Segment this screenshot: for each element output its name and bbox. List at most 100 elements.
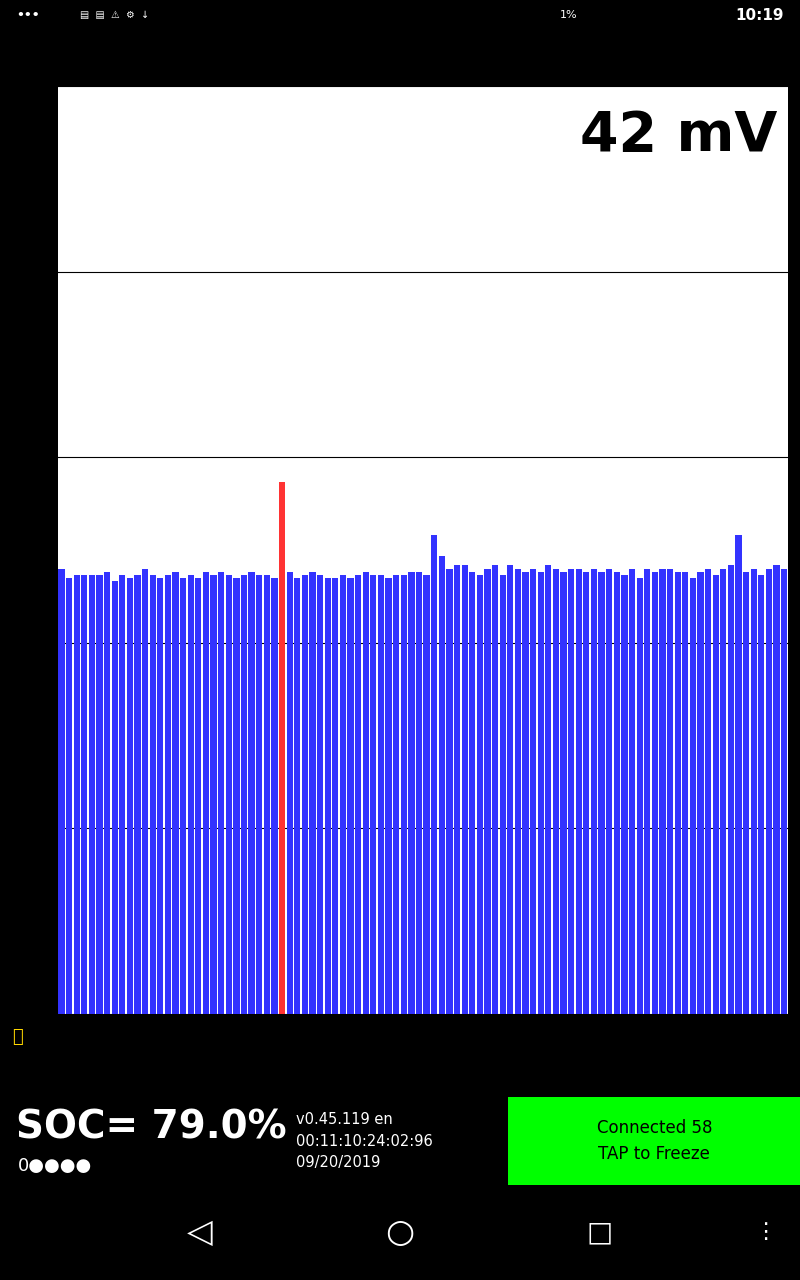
Bar — [241, 575, 247, 1280]
Bar — [203, 572, 209, 1280]
Bar — [96, 575, 102, 1280]
Bar — [499, 575, 506, 1280]
Bar — [750, 568, 757, 1280]
Bar — [667, 568, 673, 1280]
Bar — [279, 483, 285, 1280]
Text: min/avg/max = 4.010 4.017 4.052  (42 mV)
Temp F = 60.8  59.7  59.5  (1.3°): min/avg/max = 4.010 4.017 4.052 (42 mV) … — [248, 1029, 600, 1065]
Y-axis label: 300 mV Scale: 300 mV Scale — [0, 498, 10, 603]
Bar — [659, 568, 666, 1280]
Bar — [622, 575, 627, 1280]
Bar — [195, 577, 202, 1280]
Bar — [690, 577, 696, 1280]
Bar — [393, 575, 399, 1280]
Bar — [530, 568, 536, 1280]
Bar — [637, 577, 642, 1280]
Bar — [264, 575, 270, 1280]
Bar — [705, 568, 711, 1280]
Bar — [454, 566, 460, 1280]
Bar — [743, 572, 750, 1280]
Bar — [111, 581, 118, 1280]
Bar — [408, 572, 414, 1280]
Bar — [682, 572, 689, 1280]
Bar — [286, 572, 293, 1280]
Bar — [294, 577, 300, 1280]
Bar — [568, 568, 574, 1280]
Text: ⋮: ⋮ — [754, 1222, 776, 1243]
Bar — [157, 577, 163, 1280]
Text: 1%: 1% — [560, 10, 578, 20]
Bar — [431, 535, 438, 1280]
Text: 10:19: 10:19 — [735, 8, 784, 23]
Bar — [401, 575, 407, 1280]
Bar — [150, 575, 156, 1280]
Text: 230SM114AT002511 odo=17,848 mi  1 QCs & 875 L1/L2s: 230SM114AT002511 odo=17,848 mi 1 QCs & 8… — [150, 64, 618, 79]
Bar — [180, 577, 186, 1280]
Bar — [522, 572, 529, 1280]
Bar — [325, 577, 331, 1280]
Bar — [591, 568, 597, 1280]
Bar — [347, 577, 354, 1280]
Text: •••: ••• — [16, 9, 40, 22]
Bar — [416, 572, 422, 1280]
Text: ≡: ≡ — [763, 46, 784, 70]
Bar — [728, 566, 734, 1280]
Bar — [210, 575, 217, 1280]
Bar — [340, 575, 346, 1280]
Text: Bat Sts:  AHr= 56.68  SOH= 91.27%  Hx= 84.26%  385.71V 1.34A: Bat Sts: AHr= 56.68 SOH= 91.27% Hx= 84.2… — [117, 38, 651, 54]
Bar — [423, 575, 430, 1280]
Bar — [234, 577, 239, 1280]
Bar — [766, 568, 772, 1280]
Bar — [188, 575, 194, 1280]
Bar — [484, 568, 490, 1280]
Bar — [469, 572, 475, 1280]
Bar — [249, 572, 254, 1280]
Bar — [142, 568, 148, 1280]
Bar — [226, 575, 232, 1280]
Text: 0●●●●: 0●●●● — [18, 1157, 92, 1175]
Text: v0.45.119 en
00:11:10:24:02:96
09/20/2019: v0.45.119 en 00:11:10:24:02:96 09/20/201… — [296, 1112, 433, 1170]
Text: ▤  ▤  ⚠  ⚙  ↓: ▤ ▤ ⚠ ⚙ ↓ — [80, 10, 149, 20]
Bar — [370, 575, 377, 1280]
Bar — [644, 568, 650, 1280]
Bar — [492, 566, 498, 1280]
Bar — [735, 535, 742, 1280]
Bar — [629, 568, 635, 1280]
Bar — [165, 575, 171, 1280]
Bar — [256, 575, 262, 1280]
Bar — [553, 568, 559, 1280]
Bar — [758, 575, 765, 1280]
Bar — [332, 577, 338, 1280]
Bar — [438, 557, 445, 1280]
Text: 💡: 💡 — [12, 1028, 22, 1046]
Bar — [538, 572, 544, 1280]
Bar — [652, 572, 658, 1280]
Bar — [477, 575, 483, 1280]
Bar — [446, 568, 453, 1280]
Text: ○: ○ — [386, 1216, 414, 1249]
Bar — [781, 568, 787, 1280]
Bar — [378, 575, 384, 1280]
Bar — [66, 577, 72, 1280]
Bar — [81, 575, 87, 1280]
Bar — [774, 566, 780, 1280]
Bar — [546, 566, 551, 1280]
Bar — [355, 575, 362, 1280]
Bar — [271, 577, 278, 1280]
Text: □: □ — [587, 1219, 613, 1247]
Bar — [126, 577, 133, 1280]
Bar — [698, 572, 704, 1280]
Bar — [89, 575, 95, 1280]
Text: ◁: ◁ — [187, 1216, 213, 1249]
Bar — [606, 568, 612, 1280]
Bar — [561, 572, 566, 1280]
Bar — [302, 575, 308, 1280]
Text: 42 mV: 42 mV — [580, 109, 777, 163]
Bar — [507, 566, 514, 1280]
Bar — [720, 568, 726, 1280]
Bar — [674, 572, 681, 1280]
Text: Connected 58
TAP to Freeze: Connected 58 TAP to Freeze — [597, 1119, 712, 1164]
Bar — [74, 575, 80, 1280]
Y-axis label: Shunts 8421: Shunts 8421 — [792, 502, 800, 598]
Bar — [104, 572, 110, 1280]
Bar — [583, 572, 590, 1280]
